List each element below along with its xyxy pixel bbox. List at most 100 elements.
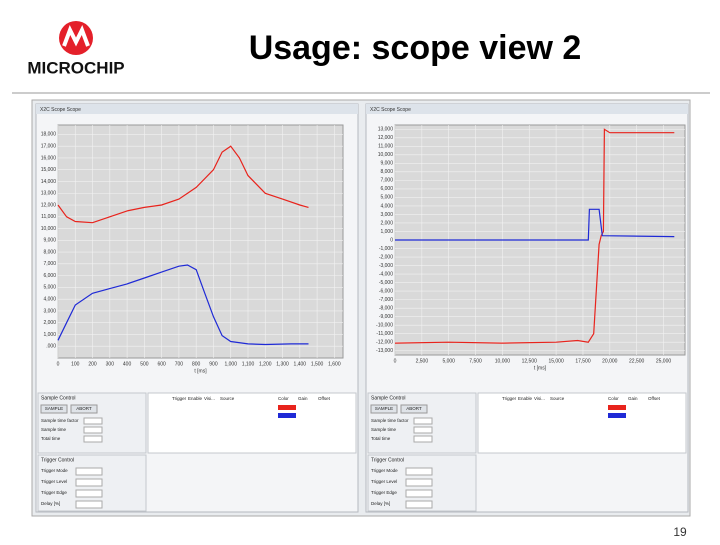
y-tick-label: -3,000	[379, 263, 393, 269]
x-tick-label: 1,400	[294, 361, 307, 367]
y-tick-label: 0	[390, 237, 393, 243]
column-header: Visi...	[534, 396, 545, 401]
window-titlebar	[366, 104, 688, 114]
x-tick-label: 12,500	[522, 358, 538, 364]
y-tick-label: .000	[46, 344, 56, 350]
x-tick-label: 1,000	[224, 361, 237, 367]
column-header: Trigger	[172, 396, 187, 401]
slide-title: Usage: scope view 2	[249, 29, 582, 67]
column-header: Source	[220, 396, 235, 401]
y-tick-label: 4,000	[43, 296, 56, 302]
logo-text: MICROCHIP	[27, 58, 124, 77]
column-header: Offset	[318, 396, 331, 401]
field-label: Delay [%]	[371, 501, 390, 506]
channel-table	[477, 392, 687, 454]
x-tick-label: 600	[157, 361, 166, 367]
y-tick-label: 1,000	[380, 229, 393, 235]
field-label: Total time	[41, 436, 61, 441]
x-tick-label: 2,500	[416, 358, 429, 364]
input[interactable]	[75, 500, 103, 509]
channel-color	[278, 405, 296, 410]
y-tick-label: -1,000	[379, 246, 393, 252]
window-title: X2C Scope Scope	[370, 107, 411, 113]
panel-heading: Trigger Control	[41, 457, 74, 463]
input[interactable]	[83, 426, 103, 434]
channel-color	[608, 405, 626, 410]
input[interactable]	[75, 467, 103, 476]
button[interactable]	[400, 404, 428, 414]
field-label: Sample time factor	[41, 418, 79, 423]
field-label: Sample time	[371, 427, 397, 432]
y-tick-label: 13,000	[378, 127, 394, 133]
y-tick-label: 14,000	[41, 179, 57, 185]
y-tick-label: 6,000	[380, 186, 393, 192]
input[interactable]	[75, 478, 103, 487]
input[interactable]	[413, 426, 433, 434]
logo-mark	[62, 25, 90, 47]
x-tick-label: 700	[175, 361, 184, 367]
y-tick-label: -13,000	[376, 348, 393, 354]
input[interactable]	[83, 417, 103, 425]
field-label: Sample time	[41, 427, 67, 432]
x-tick-label: 1,600	[328, 361, 341, 367]
panel-heading: Trigger Control	[371, 457, 404, 463]
x-tick-label: 10,000	[495, 358, 511, 364]
x-tick-label: 25,000	[656, 358, 672, 364]
column-header: Trigger	[502, 396, 517, 401]
x-tick-label: 15,000	[548, 358, 564, 364]
field-label: Trigger Level	[371, 479, 397, 484]
column-header: Offset	[648, 396, 661, 401]
y-tick-label: 11,000	[41, 214, 56, 220]
column-header: Color	[608, 396, 619, 401]
button-label: ABORT	[406, 406, 422, 411]
x-tick-label: 0	[57, 361, 60, 367]
column-header: Gain	[298, 396, 308, 401]
page-number: 19	[673, 525, 687, 539]
x-tick-label: 20,000	[602, 358, 618, 364]
x-tick-label: 100	[71, 361, 80, 367]
button[interactable]	[370, 404, 398, 414]
y-tick-label: -7,000	[379, 297, 393, 303]
input[interactable]	[405, 478, 433, 487]
window-titlebar	[36, 104, 358, 114]
input[interactable]	[405, 467, 433, 476]
input[interactable]	[405, 500, 433, 509]
input[interactable]	[75, 489, 103, 498]
y-tick-label: 9,000	[43, 238, 56, 244]
y-tick-label: -2,000	[379, 254, 393, 260]
x-tick-label: 1,500	[311, 361, 324, 367]
y-tick-label: -4,000	[379, 271, 393, 277]
column-header: Color	[278, 396, 289, 401]
input[interactable]	[83, 435, 103, 443]
y-tick-label: 13,000	[41, 191, 57, 197]
y-tick-label: 11,000	[378, 144, 393, 150]
x-tick-label: 900	[209, 361, 218, 367]
series-line	[57, 264, 309, 346]
x-tick-label: 22,500	[629, 358, 645, 364]
button[interactable]	[40, 404, 68, 414]
input[interactable]	[413, 417, 433, 425]
y-tick-label: 3,000	[43, 308, 56, 314]
input[interactable]	[405, 489, 433, 498]
panel-heading: Sample Control	[41, 395, 75, 401]
y-tick-label: -10,000	[376, 323, 393, 329]
y-tick-label: 16,000	[41, 155, 57, 161]
series-line	[57, 145, 309, 224]
plot-area	[57, 124, 344, 359]
input[interactable]	[413, 435, 433, 443]
series-line	[394, 128, 675, 344]
x-tick-label: 200	[88, 361, 97, 367]
channel-color	[608, 413, 626, 418]
x-tick-label: 17,500	[575, 358, 591, 364]
y-tick-label: 10,000	[41, 226, 57, 232]
y-tick-label: 7,000	[43, 261, 56, 267]
button[interactable]	[70, 404, 98, 414]
x-tick-label: 500	[140, 361, 149, 367]
y-tick-label: 12,000	[41, 202, 57, 208]
x-tick-label: 1,100	[242, 361, 255, 367]
y-tick-label: 12,000	[378, 135, 394, 141]
column-header: Enable	[518, 396, 533, 401]
column-header: Visi...	[204, 396, 215, 401]
y-tick-label: 10,000	[378, 152, 394, 158]
